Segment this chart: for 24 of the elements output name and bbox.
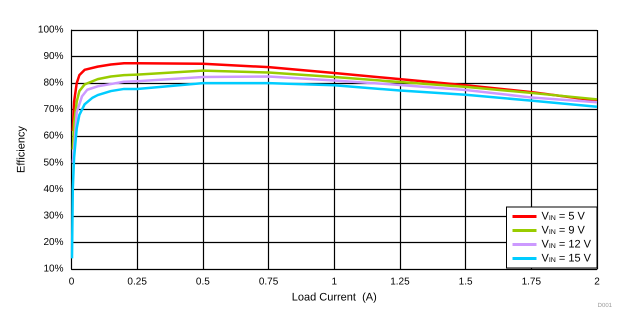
x-tick-label: 0.25 <box>127 276 148 288</box>
x-tick-label: 2 <box>594 276 600 288</box>
x-tick-label: 1.75 <box>522 276 542 288</box>
y-tick-label: 100% <box>38 24 64 36</box>
y-tick-label: 40% <box>43 184 64 195</box>
line-series <box>72 69 598 151</box>
x-tick-label: 0.5 <box>196 276 210 288</box>
y-tick-label: 50% <box>43 157 64 168</box>
y-tick-label: 80% <box>43 78 64 89</box>
y-tick-label: 10% <box>43 264 64 274</box>
x-tick-label: 1.5 <box>458 276 474 288</box>
x-axis-title: Load Current (A) <box>292 291 377 304</box>
y-tick-label: 90% <box>43 51 64 62</box>
x-tick-label: 1 <box>331 276 338 288</box>
x-tick-label: 0 <box>68 276 75 288</box>
x-tick-label: 0.75 <box>258 276 279 288</box>
y-tick-label: 30% <box>43 210 64 222</box>
line-series <box>72 75 598 164</box>
y-tick-label: 60% <box>43 130 64 142</box>
x-tick-label: 1.25 <box>390 276 410 288</box>
y-tick-label: 20% <box>43 236 64 248</box>
y-axis-title: Efficiency <box>16 126 28 173</box>
line-series <box>70 82 598 260</box>
y-tick-label: 70% <box>43 104 64 116</box>
